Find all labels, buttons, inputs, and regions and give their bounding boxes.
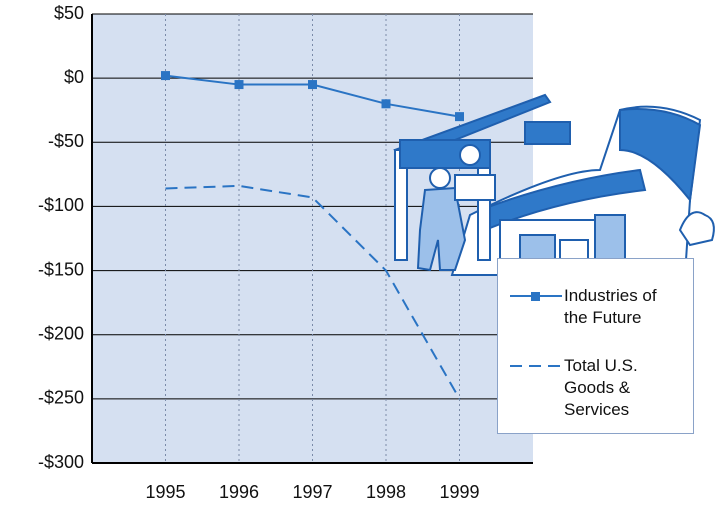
y-tick-label: -$50 <box>48 131 84 151</box>
y-tick-label: $0 <box>64 67 84 87</box>
point-marker <box>308 80 317 90</box>
legend-marker <box>531 292 540 301</box>
legend-key <box>510 365 562 367</box>
series <box>161 71 464 400</box>
y-tick-label: $50 <box>54 3 84 23</box>
x-tick-label: 1999 <box>439 482 479 502</box>
y-tick-label: -$150 <box>38 259 84 279</box>
y-tick-label: -$250 <box>38 388 84 408</box>
x-tick-label: 1995 <box>145 482 185 502</box>
point-marker <box>455 112 464 122</box>
point-marker <box>381 99 391 109</box>
legend-entry: Total U.S. Goods & Services <box>508 355 682 421</box>
legend-label: Industries of the Future <box>564 286 657 327</box>
x-tick-label: 1998 <box>366 482 406 502</box>
legend: Industries of the Future Total U.S. Good… <box>497 258 694 434</box>
legend-key <box>510 292 562 301</box>
y-tick-label: -$300 <box>38 452 84 472</box>
point-marker <box>234 80 244 90</box>
series-line <box>165 184 461 400</box>
y-tick-label: -$200 <box>38 323 84 343</box>
y-tick-label: -$100 <box>38 195 84 215</box>
point-marker <box>161 71 170 81</box>
legend-label: Total U.S. Goods & Services <box>564 356 638 419</box>
x-tick-label: 1997 <box>292 482 332 502</box>
x-tick-label: 1996 <box>219 482 259 502</box>
legend-entry: Industries of the Future <box>508 285 682 329</box>
